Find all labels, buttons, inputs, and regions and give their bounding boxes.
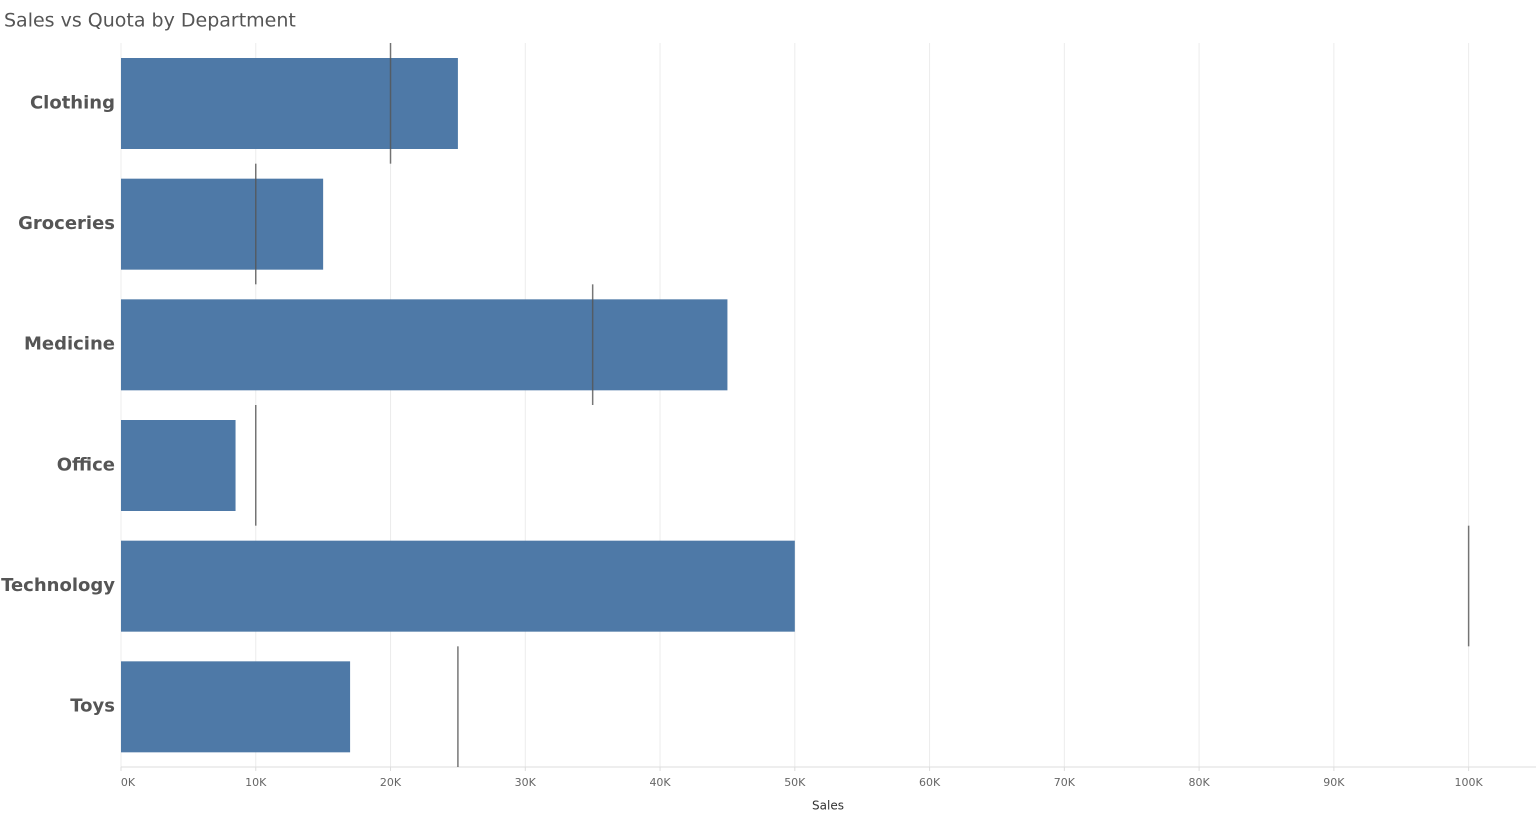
x-tick-label: 10K [245, 776, 267, 789]
x-tick-label: 50K [784, 776, 806, 789]
y-tick-label: Office [57, 454, 115, 475]
x-tick-label: 100K [1455, 776, 1484, 789]
y-tick-label: Technology [1, 575, 115, 596]
bar [121, 178, 324, 270]
bar [121, 540, 795, 632]
x-tick-label: 30K [515, 776, 537, 789]
y-tick-label: Clothing [30, 92, 115, 113]
x-tick-label: 20K [380, 776, 402, 789]
x-tick-label: 80K [1188, 776, 1210, 789]
bar [121, 661, 351, 753]
x-tick-label: 0K [121, 776, 136, 789]
x-tick-label: 70K [1054, 776, 1076, 789]
bar [121, 58, 458, 149]
chart-title: Sales vs Quota by Department [4, 10, 296, 32]
bar [121, 299, 728, 391]
y-tick-label: Toys [70, 696, 115, 717]
bar [121, 420, 236, 511]
x-axis-title: Sales [812, 799, 844, 813]
y-tick-label: Medicine [24, 334, 115, 355]
x-tick-label: 40K [649, 776, 671, 789]
x-tick-label: 60K [919, 776, 941, 789]
x-tick-label: 90K [1323, 776, 1345, 789]
y-tick-label: Groceries [18, 213, 115, 234]
